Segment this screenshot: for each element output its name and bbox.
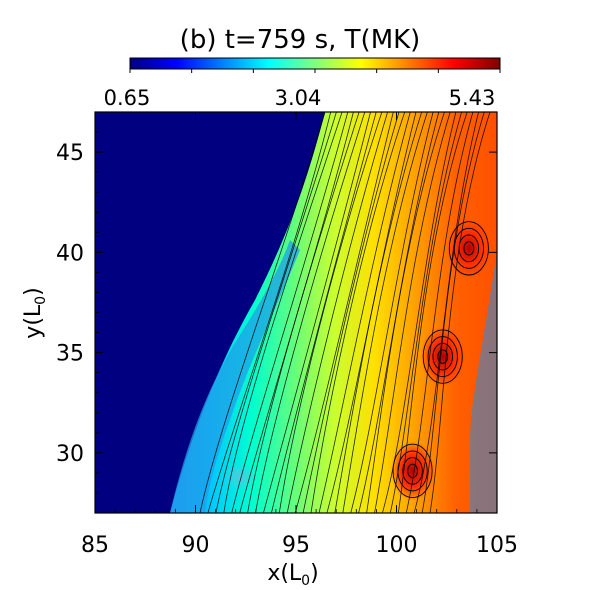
x-tick-label: 95 [282,533,310,558]
contour-line [215,112,337,513]
contour-line [271,112,377,513]
contour-line [405,112,474,513]
colorbar [129,57,501,70]
x-tick-label: 85 [81,533,109,558]
y-axis-label: y(L0) [21,287,49,338]
chart-title: (b) t=759 s, T(MK) [180,25,421,55]
colorbar-label-max: 5.43 [449,86,496,110]
x-tick-label: 90 [182,533,210,558]
contour-line [366,112,445,513]
contour-line [334,112,423,513]
y-tick-label: 30 [56,442,84,467]
hot-spot-contour [463,241,475,256]
contour-line [350,112,434,513]
contour-line [223,112,343,513]
contour-line [429,112,491,513]
x-tick-label: 100 [376,533,418,558]
y-tick-label: 40 [56,241,84,266]
hot-spot-contour [402,457,423,485]
contour-line [278,112,383,513]
hot-spot [221,462,258,491]
contour-line [255,112,366,513]
contour-line [263,112,371,513]
colorbar-label-mid: 3.04 [275,86,322,110]
temperature-heatmap [95,112,497,513]
hot-spot-contour [392,443,433,499]
contour-line [231,112,349,513]
hot-spot-contour [448,221,489,276]
contour-lines [199,112,491,513]
contour-line [374,112,451,513]
hot-spot [446,218,491,279]
cool-edge-region [170,240,300,513]
contour-line [421,112,485,513]
colorbar-label-min: 0.65 [104,86,151,110]
x-axis-label: x(L0) [267,561,318,589]
hot-spot-contour [437,349,449,364]
contour-line [302,112,400,513]
hot-spot-contour [407,463,418,479]
contour-line [342,112,428,513]
y-axis-ticks: 30 35 40 45 [56,111,497,514]
contour-line [318,112,411,513]
contour-line [286,112,388,513]
colorbar-ticks [129,69,501,73]
hot-spot-contour [432,342,453,371]
contour-line [199,112,326,513]
hot-spots [221,218,491,501]
contour-line [207,112,332,513]
contour-line [413,112,479,513]
x-axis-ticks: 85 90 95 100 105 [81,112,518,558]
contour-line [310,112,406,513]
contour-line [389,112,462,513]
contour-line [247,112,360,513]
cool-return-region [469,112,497,513]
y-tick-label: 45 [56,141,84,166]
y-tick-label: 35 [56,342,84,367]
contour-line [382,112,457,513]
contour-line [294,112,394,513]
x-tick-label: 105 [476,533,518,558]
contour-line [397,112,468,513]
